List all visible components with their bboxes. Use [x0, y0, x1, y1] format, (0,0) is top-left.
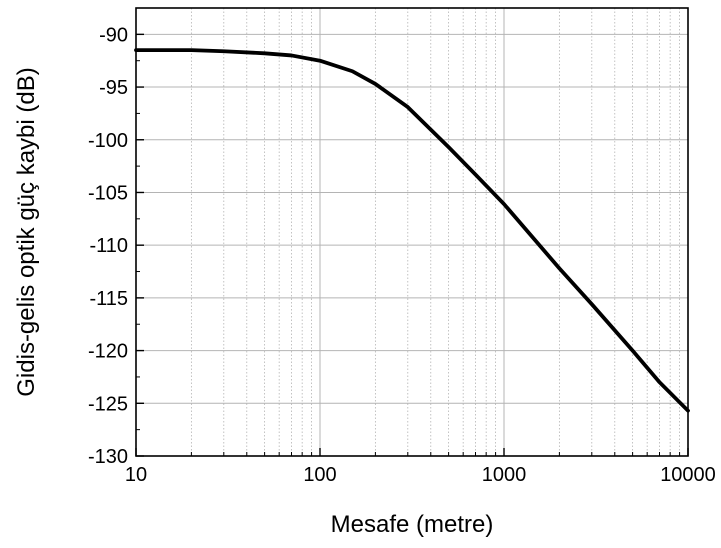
data-point — [658, 381, 661, 383]
y-tick-label: -130 — [88, 446, 128, 468]
x-tick-label: 1000 — [482, 464, 527, 486]
data-point — [264, 52, 266, 54]
data-point — [503, 203, 505, 205]
data-point — [190, 49, 192, 51]
y-tick-label: -120 — [88, 341, 128, 363]
data-point — [591, 303, 593, 305]
data-point — [374, 83, 376, 85]
data-point — [448, 146, 450, 148]
x-axis-title: Mesafe (metre) — [331, 511, 494, 538]
y-tick-label: -125 — [88, 393, 128, 415]
y-tick-label: -100 — [88, 130, 128, 152]
plot-background — [136, 8, 688, 456]
data-point — [351, 70, 354, 72]
data-point — [290, 54, 293, 57]
y-tick-label: -95 — [99, 77, 128, 99]
y-tick-label: -90 — [99, 24, 128, 46]
y-tick-label: -105 — [88, 182, 128, 204]
x-tick-label: 100 — [303, 464, 336, 486]
x-tick-label: 10 — [125, 464, 147, 486]
data-point — [474, 173, 477, 176]
plot-frame — [135, 7, 689, 457]
data-point — [632, 349, 634, 352]
y-tick-label: -115 — [89, 288, 128, 310]
y-axis-title: Gidis-gelis optik güç kaybi (dB) — [13, 67, 40, 396]
data-point — [319, 60, 321, 62]
ticks — [135, 33, 689, 457]
x-tick-labels: 10 100 1000 10000 — [125, 464, 716, 486]
y-tick-labels: -90 -95 -100 -105 -110 -115 -120 -125 -130 — [88, 24, 128, 468]
data-point — [407, 106, 409, 108]
data-point — [558, 267, 560, 269]
x-tick-label: 10000 — [660, 464, 716, 486]
data-point — [223, 50, 225, 52]
y-tick-label: -110 — [89, 235, 128, 257]
